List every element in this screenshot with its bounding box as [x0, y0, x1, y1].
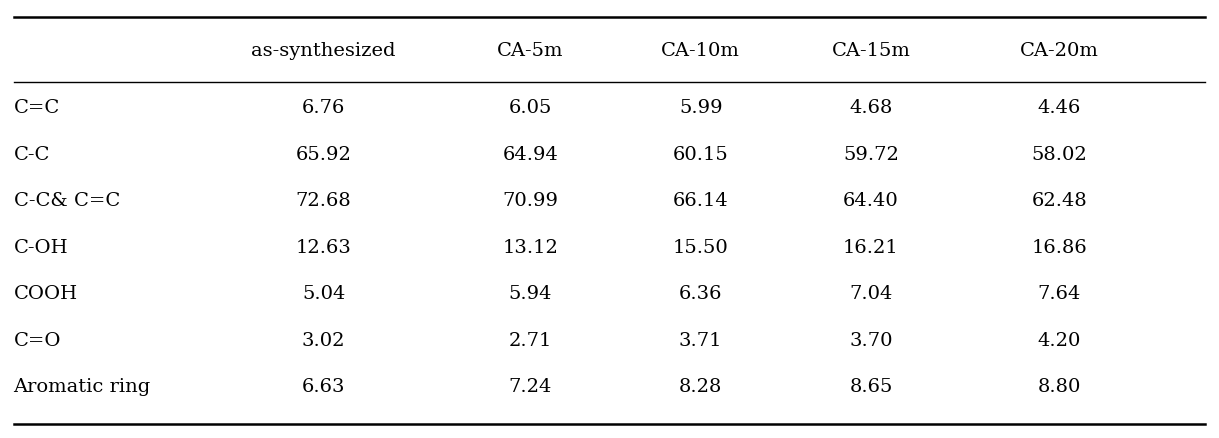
Text: 58.02: 58.02 [1031, 145, 1087, 163]
Text: 3.71: 3.71 [679, 332, 723, 350]
Text: C=C: C=C [13, 99, 60, 117]
Text: 16.21: 16.21 [844, 239, 898, 257]
Text: 16.86: 16.86 [1031, 239, 1087, 257]
Text: CA-5m: CA-5m [497, 42, 563, 60]
Text: 3.02: 3.02 [302, 332, 345, 350]
Text: 3.70: 3.70 [850, 332, 892, 350]
Text: 8.65: 8.65 [850, 378, 892, 396]
Text: 6.05: 6.05 [508, 99, 552, 117]
Text: CA-15m: CA-15m [831, 42, 911, 60]
Text: C-OH: C-OH [13, 239, 68, 257]
Text: 4.20: 4.20 [1037, 332, 1081, 350]
Text: Aromatic ring: Aromatic ring [13, 378, 151, 396]
Text: 6.63: 6.63 [302, 378, 345, 396]
Text: 66.14: 66.14 [673, 192, 729, 210]
Text: 4.46: 4.46 [1037, 99, 1081, 117]
Text: 7.24: 7.24 [508, 378, 552, 396]
Text: C-C& C=C: C-C& C=C [13, 192, 119, 210]
Text: 5.99: 5.99 [679, 99, 723, 117]
Text: 65.92: 65.92 [296, 145, 351, 163]
Text: C-C: C-C [13, 145, 50, 163]
Text: CA-10m: CA-10m [661, 42, 740, 60]
Text: 64.94: 64.94 [502, 145, 558, 163]
Text: 2.71: 2.71 [508, 332, 552, 350]
Text: 62.48: 62.48 [1031, 192, 1087, 210]
Text: as-synthesized: as-synthesized [251, 42, 396, 60]
Text: 59.72: 59.72 [844, 145, 898, 163]
Text: 5.04: 5.04 [302, 285, 345, 303]
Text: 6.36: 6.36 [679, 285, 723, 303]
Text: 60.15: 60.15 [673, 145, 729, 163]
Text: CA-20m: CA-20m [1020, 42, 1100, 60]
Text: 12.63: 12.63 [296, 239, 351, 257]
Text: 13.12: 13.12 [502, 239, 558, 257]
Text: 6.76: 6.76 [302, 99, 345, 117]
Text: 15.50: 15.50 [673, 239, 729, 257]
Text: 4.68: 4.68 [850, 99, 892, 117]
Text: 7.64: 7.64 [1037, 285, 1081, 303]
Text: COOH: COOH [13, 285, 78, 303]
Text: 8.28: 8.28 [679, 378, 723, 396]
Text: 7.04: 7.04 [850, 285, 892, 303]
Text: 72.68: 72.68 [296, 192, 351, 210]
Text: C=O: C=O [13, 332, 61, 350]
Text: 70.99: 70.99 [502, 192, 558, 210]
Text: 8.80: 8.80 [1037, 378, 1081, 396]
Text: 5.94: 5.94 [508, 285, 552, 303]
Text: 64.40: 64.40 [844, 192, 898, 210]
